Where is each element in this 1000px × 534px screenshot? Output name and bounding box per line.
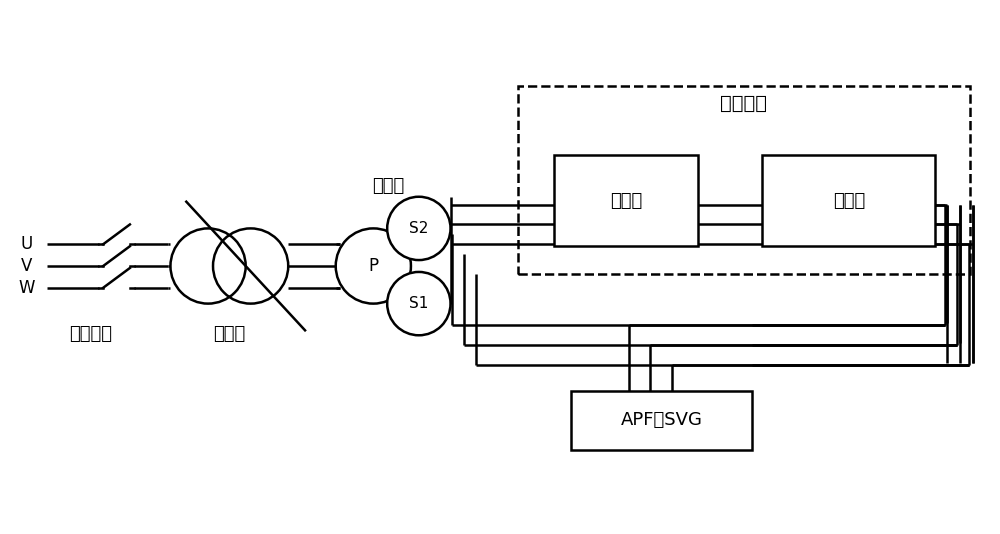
- Text: APF或SVG: APF或SVG: [621, 411, 703, 429]
- Text: 空气开关: 空气开关: [69, 325, 112, 343]
- FancyBboxPatch shape: [571, 391, 752, 450]
- Text: W: W: [19, 279, 35, 297]
- Text: 调压器: 调压器: [213, 325, 245, 343]
- Text: S2: S2: [409, 221, 429, 236]
- Circle shape: [387, 272, 451, 335]
- Text: S1: S1: [409, 296, 429, 311]
- Text: 逆变器: 逆变器: [610, 192, 642, 210]
- Circle shape: [336, 229, 411, 304]
- FancyBboxPatch shape: [554, 155, 698, 246]
- Text: 调试模块: 调试模块: [720, 94, 767, 113]
- Circle shape: [387, 197, 451, 260]
- Text: U: U: [21, 235, 33, 253]
- Text: P: P: [368, 257, 378, 275]
- Text: 变压器: 变压器: [372, 177, 404, 195]
- Text: V: V: [21, 257, 33, 275]
- Text: 整流器: 整流器: [833, 192, 865, 210]
- FancyBboxPatch shape: [762, 155, 935, 246]
